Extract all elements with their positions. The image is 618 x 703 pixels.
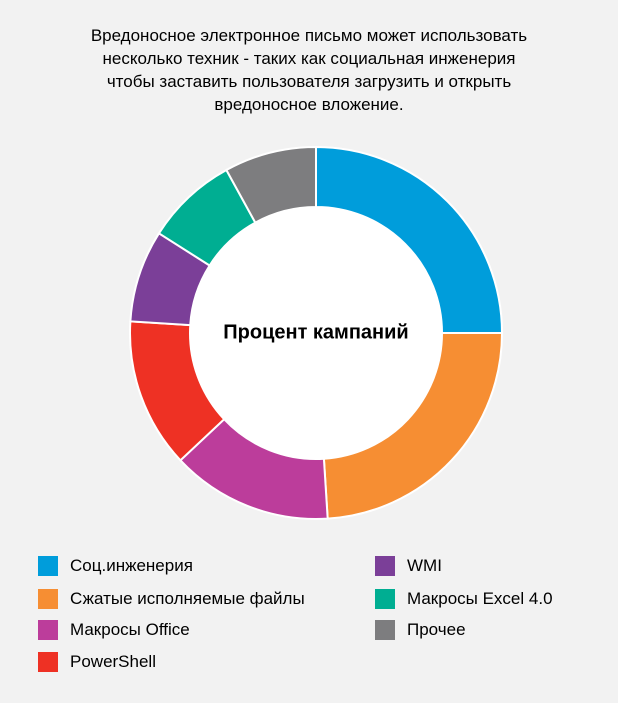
caption-line: Вредоносное электронное письмо может исп… — [90, 26, 528, 45]
legend-item-office-macros: Макросы Office — [38, 619, 190, 641]
legend-item-compressed-executables: Сжатые исполняемые файлы — [38, 588, 305, 610]
legend-swatch — [38, 652, 58, 672]
chart-legend: Соц.инженерия Сжатые исполняемые файлы М… — [38, 555, 598, 695]
legend-label: WMI — [407, 556, 442, 575]
legend-label: Сжатые исполняемые файлы — [70, 589, 305, 608]
legend-label: Прочее — [407, 620, 466, 639]
caption-line: чтобы заставить пользователя загрузить и… — [106, 72, 512, 91]
legend-item-wmi: WMI — [375, 555, 442, 577]
caption-line: вредоносное вложение. — [214, 95, 404, 114]
legend-swatch — [38, 556, 58, 576]
legend-item-other: Прочее — [375, 619, 466, 641]
legend-swatch — [375, 620, 395, 640]
legend-swatch — [375, 589, 395, 609]
caption-line: несколько техник - таких как социальная … — [102, 49, 516, 68]
donut-hole — [190, 207, 442, 459]
legend-swatch — [375, 556, 395, 576]
legend-label: PowerShell — [70, 652, 156, 671]
chart-caption: Вредоносное электронное письмо может исп… — [20, 24, 598, 116]
legend-item-excel-macros: Макросы Excel 4.0 — [375, 588, 553, 610]
legend-item-powershell: PowerShell — [38, 651, 156, 673]
donut-slices — [129, 145, 504, 520]
legend-label: Соц.инженерия — [70, 556, 193, 575]
legend-item-soc-engineering: Соц.инженерия — [38, 555, 193, 577]
legend-swatch — [38, 589, 58, 609]
legend-label: Макросы Excel 4.0 — [407, 589, 553, 608]
donut-center-label: Процент кампаний — [223, 321, 408, 343]
legend-label: Макросы Office — [70, 620, 190, 639]
legend-swatch — [38, 620, 58, 640]
